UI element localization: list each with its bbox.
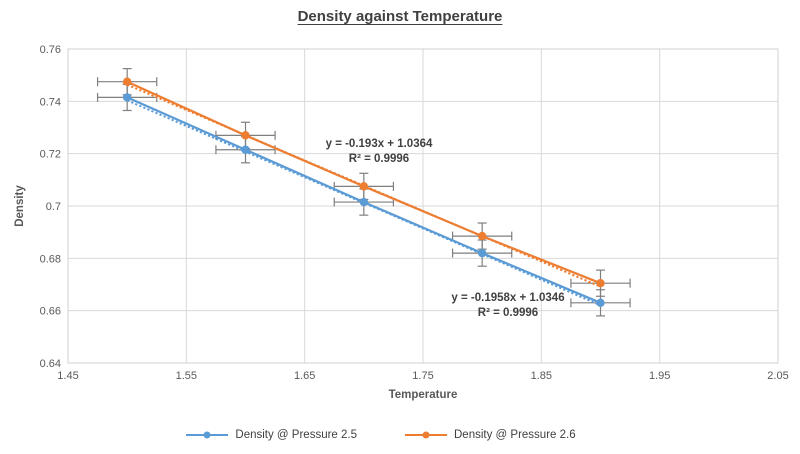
- legend-label: Density @ Pressure 2.5: [235, 429, 357, 441]
- data-point-marker[interactable]: [596, 278, 605, 288]
- legend-label: Density @ Pressure 2.6: [454, 429, 576, 441]
- trendline-equation: y = -0.1958x + 1.0346: [451, 292, 565, 304]
- y-axis-title: Density: [14, 185, 26, 227]
- y-tick-label: 0.64: [40, 358, 61, 370]
- y-tick-labels: 0.64 0.66 0.68 0.7 0.72 0.74 0.76: [40, 44, 61, 370]
- trendline-r-squared: R² = 0.9996: [477, 307, 539, 319]
- legend: Density @ Pressure 2.5 Density @ Pressur…: [0, 429, 781, 441]
- y-tick-label: 0.74: [40, 96, 61, 108]
- x-tick-labels: 1.45 1.55 1.65 1.75 1.85 1.95 2.05: [57, 370, 788, 382]
- legend-item-pressure-2-5[interactable]: Density @ Pressure 2.5: [186, 429, 357, 441]
- data-point-marker[interactable]: [241, 131, 250, 140]
- x-tick-label: 1.75: [412, 370, 433, 382]
- y-tick-label: 0.72: [40, 149, 61, 161]
- legend-line-sample: [405, 431, 447, 439]
- y-tick-label: 0.66: [40, 306, 61, 318]
- plot-border: [67, 48, 779, 364]
- markers-density-pressure-2-5[interactable]: [122, 93, 605, 308]
- x-axis-title: Temperature: [388, 389, 458, 401]
- data-point-marker[interactable]: [359, 182, 369, 191]
- data-point-marker[interactable]: [122, 93, 132, 102]
- x-tick-label: 1.55: [176, 370, 197, 382]
- data-point-marker[interactable]: [596, 298, 605, 308]
- x-tick-label: 1.65: [294, 370, 315, 382]
- trendline-label-pressure-2-6: y = -0.193x + 1.0364 R² = 0.9996: [326, 137, 433, 167]
- data-point-marker[interactable]: [477, 248, 487, 258]
- x-tick-label: 2.05: [767, 370, 788, 382]
- markers-density-pressure-2-6[interactable]: [122, 77, 605, 288]
- legend-marker-dot: [203, 431, 211, 439]
- trendline-r-squared: R² = 0.9996: [348, 153, 410, 165]
- legend-marker-dot: [422, 431, 430, 439]
- y-tick-label: 0.7: [46, 201, 61, 213]
- data-point-marker[interactable]: [122, 77, 132, 86]
- legend-item-pressure-2-6[interactable]: Density @ Pressure 2.6: [405, 429, 576, 441]
- x-tick-label: 1.85: [531, 370, 552, 382]
- y-tick-label: 0.76: [40, 44, 61, 56]
- data-point-marker[interactable]: [359, 197, 369, 207]
- trendline-label-pressure-2-5: y = -0.1958x + 1.0346 R² = 0.9996: [451, 291, 564, 321]
- y-tick-label: 0.68: [40, 253, 61, 265]
- chart-title: Density against Temperature: [297, 8, 503, 25]
- gridlines: [67, 48, 779, 364]
- x-tick-label: 1.95: [649, 370, 670, 382]
- data-point-marker[interactable]: [477, 231, 487, 241]
- x-tick-label: 1.45: [57, 370, 78, 382]
- data-point-marker[interactable]: [241, 145, 250, 154]
- trendline-equation: y = -0.193x + 1.0364: [325, 138, 433, 150]
- legend-line-sample: [186, 431, 229, 439]
